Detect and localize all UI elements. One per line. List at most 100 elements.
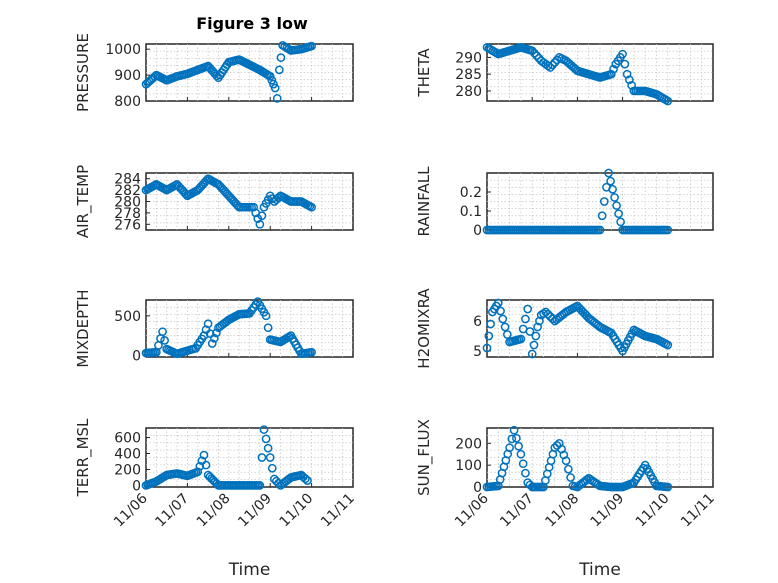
data-point [496,306,505,316]
y-tick-label: 284 [114,172,141,188]
data-point [257,211,267,221]
data-point [561,456,571,466]
y-tick-label: 282 [114,183,141,199]
data-point [521,314,530,324]
data-point [493,298,503,308]
h2omixra-ylabel: H2OMIXRA [415,288,433,369]
data-point [307,202,316,212]
data-point [532,51,542,61]
y-tick-label: 400 [114,447,141,463]
y-tick-label: 0.1 [460,204,482,220]
data-point [521,468,530,478]
data-point [203,319,213,329]
terr_msl-xlabel: Time [228,560,271,580]
data-point [548,314,557,324]
y-tick-label: 600 [114,431,141,447]
data-point [263,443,273,453]
data-point [502,330,512,339]
data-point [199,450,209,460]
data-point [545,63,555,72]
data-point [209,333,219,343]
data-point [267,463,277,473]
data-point [482,343,492,353]
data-point [507,434,517,444]
data-point [193,467,203,477]
data-point [516,334,526,344]
terr_msl-ylabel: TERR_MSL [74,418,93,497]
rainfall-ylabel: RAINFALL [415,166,433,237]
x-tick-label: 11/09 [235,491,275,531]
data-point [595,225,605,235]
data-point [616,217,625,227]
y-tick-label: 278 [114,206,141,222]
data-point [663,482,673,492]
data-point [548,60,557,70]
subplot-rainfall: 0 0.1 0.2 RAINFALL [415,166,714,239]
y-tick-label: 800 [114,94,141,110]
data-point [618,49,627,59]
data-point [663,96,673,106]
y-tick-label: 276 [114,217,141,233]
data-point [614,209,623,219]
data-point [276,53,286,62]
y-tick-label: 1000 [105,42,141,58]
data-point [272,94,282,103]
subplot-h2omixra: 5 6 H2OMIXRA [415,288,714,369]
data-point [566,473,575,482]
air_temp-ylabel: AIR_TEMP [74,165,93,238]
data-point [307,347,316,357]
sun_flux-ylabel: SUN_FLUX [415,419,434,496]
y-tick-label: 280 [114,195,141,211]
data-point [307,41,316,51]
data-point [541,307,551,317]
y-tick-label: 280 [455,84,482,100]
y-tick-label: 0 [473,223,482,239]
data-point [527,46,537,56]
x-tick-label: 11/06 [111,490,151,530]
data-point [582,475,592,485]
y-tick-label: 900 [114,68,141,84]
data-point [255,219,265,229]
data-point [606,176,615,186]
y-tick-label: 500 [114,309,141,325]
pressure-ylabel: PRESSURE [74,33,92,112]
data-point [529,340,539,350]
data-point [533,322,542,332]
data-point [518,459,528,469]
data-point [486,319,495,329]
y-tick-label: 285 [455,67,482,83]
y-tick-label: 200 [114,462,141,478]
x-tick-label: 11/07 [152,491,192,531]
data-point [261,434,271,444]
y-tick-label: 0 [132,348,141,364]
data-point [604,168,613,178]
y-tick-label: 6 [473,314,482,330]
data-point [301,474,310,484]
sun_flux-xlabel: Time [578,560,621,580]
data-point [195,461,205,471]
data-point [550,58,560,67]
data-point [249,202,258,212]
data-point [531,331,541,341]
subplot-sun_flux: 0 100 200 11/06 11/07 11/08 11/09 11/10 11/11 SUN… [415,419,718,580]
data-point [622,69,632,79]
data-point [158,327,167,337]
y-tick-label: 290 [455,50,482,66]
data-point [597,211,607,221]
data-point [608,184,617,194]
subplot-pressure: 800 900 1000 PRESSURE [74,33,354,112]
data-point [274,65,284,75]
data-point [498,314,508,324]
data-point [663,225,673,235]
data-point [530,48,539,58]
data-point [599,197,609,206]
y-tick-label: 100 [455,458,482,474]
x-tick-label: 11/11 [318,491,358,531]
y-tick-label: 0 [473,480,482,496]
theta-ylabel: THETA [415,48,433,98]
data-point [523,304,533,314]
